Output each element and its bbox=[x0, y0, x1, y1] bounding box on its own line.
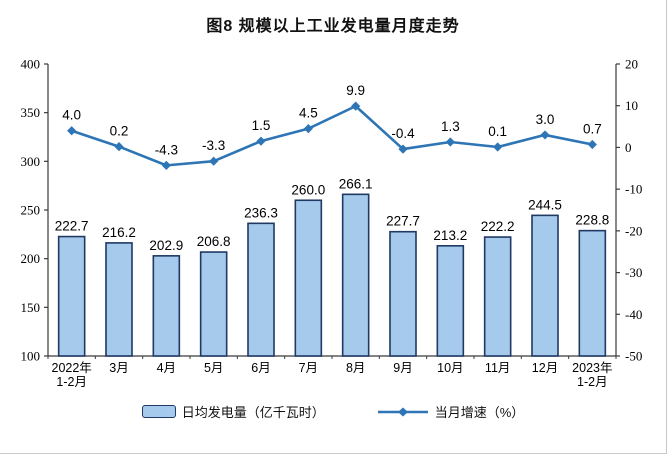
x-axis-category-label: 4月 bbox=[157, 361, 176, 375]
x-axis-category-label: 6月 bbox=[251, 361, 270, 375]
line-value-label: 1.5 bbox=[252, 118, 271, 133]
bar-value-label: 222.2 bbox=[481, 219, 515, 234]
line-value-label: 4.5 bbox=[299, 106, 318, 121]
bar bbox=[152, 255, 181, 357]
right-axis-tick-label: -50 bbox=[625, 349, 642, 364]
line-value-label: 3.0 bbox=[536, 112, 555, 127]
line-marker bbox=[398, 144, 408, 154]
left-axis-tick-label: 200 bbox=[21, 251, 41, 266]
bar-value-label: 213.2 bbox=[433, 228, 467, 243]
line-marker bbox=[445, 137, 455, 147]
left-axis-tick-label: 100 bbox=[21, 349, 41, 364]
right-axis-tick-label: 20 bbox=[625, 57, 638, 72]
bar bbox=[105, 242, 133, 357]
legend-bar-label: 日均发电量（亿千瓦时） bbox=[181, 405, 325, 420]
line-marker bbox=[256, 136, 266, 146]
bar-value-label: 260.0 bbox=[291, 182, 325, 197]
x-axis-category-label: 9月 bbox=[393, 361, 412, 375]
bar bbox=[436, 245, 465, 357]
right-axis-tick-label: -10 bbox=[625, 182, 642, 197]
legend-line-label: 当月增速（%） bbox=[434, 405, 525, 420]
x-axis-category-label: 8月 bbox=[346, 361, 365, 375]
right-axis-tick-label: -30 bbox=[625, 265, 642, 280]
line-value-label: 0.7 bbox=[583, 122, 602, 137]
chart-legend: 日均发电量（亿千瓦时） 当月增速（%） bbox=[0, 402, 666, 421]
right-axis-tick-label: 0 bbox=[625, 140, 632, 155]
left-axis-tick-label: 300 bbox=[21, 154, 41, 169]
x-axis-category-label: 7月 bbox=[299, 361, 318, 375]
legend-item-bar: 日均发电量（亿千瓦时） bbox=[141, 402, 325, 421]
line-marker bbox=[209, 156, 219, 166]
line-value-label: 1.3 bbox=[441, 119, 460, 134]
bar-value-label: 206.8 bbox=[197, 234, 231, 249]
right-axis-tick-label: -40 bbox=[625, 307, 642, 322]
line-marker bbox=[67, 126, 77, 136]
x-axis-category-label: 3月 bbox=[109, 361, 128, 375]
left-axis-tick-label: 350 bbox=[21, 105, 41, 120]
bar-value-label: 244.5 bbox=[528, 197, 562, 212]
line-marker bbox=[493, 142, 503, 152]
bar bbox=[57, 235, 86, 357]
line-value-label: -4.3 bbox=[155, 142, 178, 157]
line-value-label: -3.3 bbox=[202, 138, 225, 153]
bar bbox=[341, 193, 370, 357]
bar bbox=[247, 222, 275, 357]
bar bbox=[578, 229, 607, 357]
line-marker bbox=[114, 141, 124, 152]
x-axis-category-label: 12月 bbox=[532, 361, 558, 375]
bar bbox=[531, 214, 559, 357]
x-axis-category-label: 2023年 1-2月 bbox=[572, 361, 612, 389]
bar-swatch-icon bbox=[141, 405, 176, 418]
line-marker bbox=[351, 101, 361, 111]
left-axis-tick-label: 250 bbox=[21, 203, 41, 218]
x-axis-category-label: 10月 bbox=[437, 361, 463, 375]
bar-value-label: 216.2 bbox=[102, 225, 136, 240]
line-value-label: 0.1 bbox=[488, 124, 507, 139]
bar bbox=[483, 236, 512, 357]
right-axis-tick-label: -20 bbox=[625, 223, 642, 238]
bar-value-label: 222.7 bbox=[55, 219, 89, 234]
line-value-label: 4.0 bbox=[62, 108, 81, 123]
right-axis-tick-label: 10 bbox=[625, 98, 638, 113]
left-axis-tick-label: 150 bbox=[21, 300, 41, 315]
line-value-label: 9.9 bbox=[346, 83, 365, 98]
line-swatch-icon bbox=[377, 406, 429, 418]
bar-value-label: 236.3 bbox=[244, 205, 278, 220]
x-axis-category-label: 11月 bbox=[485, 361, 510, 375]
line-marker bbox=[303, 124, 313, 134]
line-marker bbox=[540, 130, 550, 140]
growth-line bbox=[70, 104, 594, 167]
x-axis-category-label: 2022年 1-2月 bbox=[52, 361, 92, 389]
bar-value-label: 228.8 bbox=[575, 213, 609, 228]
bar-value-label: 266.1 bbox=[339, 176, 373, 191]
bar bbox=[199, 251, 228, 357]
left-axis-tick-label: 400 bbox=[21, 57, 41, 72]
chart-title: 图8 规模以上工业发电量月度走势 bbox=[206, 18, 460, 35]
bar bbox=[389, 230, 417, 357]
line-value-label: 0.2 bbox=[110, 124, 129, 139]
bar-value-label: 202.9 bbox=[149, 238, 183, 253]
line-marker bbox=[161, 160, 171, 170]
x-axis-category-label: 5月 bbox=[204, 361, 223, 375]
legend-item-line: 当月增速（%） bbox=[377, 402, 525, 421]
line-value-label: -0.4 bbox=[391, 126, 415, 141]
line-marker bbox=[587, 139, 597, 150]
bar-value-label: 227.7 bbox=[386, 214, 420, 229]
bar bbox=[294, 199, 323, 357]
